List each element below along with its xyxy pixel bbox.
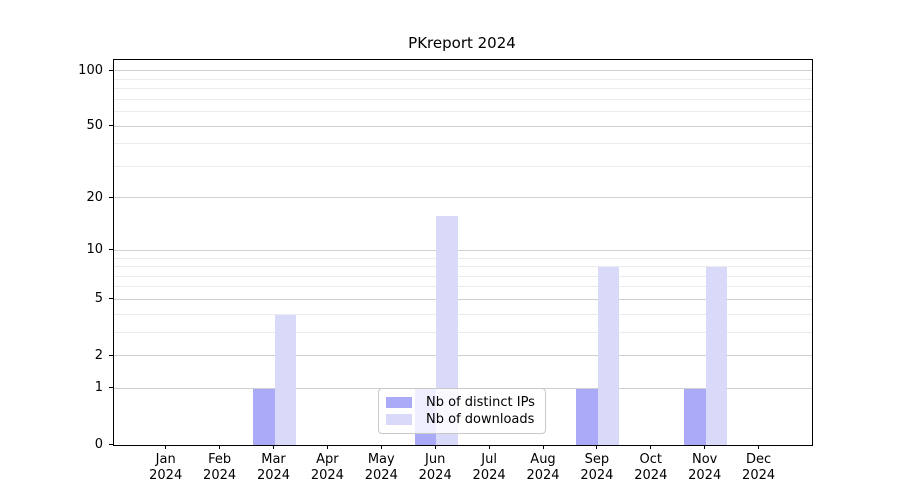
- year-label: 2024: [418, 468, 452, 483]
- bar-distinct-ips-nov: [684, 388, 706, 445]
- y-tick-mark: [109, 69, 113, 71]
- x-tick-label-jan: Jan 2024: [126, 452, 206, 484]
- minor-gridline: [114, 98, 812, 100]
- y-tick-label: 100: [78, 62, 103, 78]
- legend-item-downloads: Nb of downloads: [386, 412, 537, 428]
- year-label: 2024: [634, 468, 668, 483]
- y-tick-label: 5: [94, 291, 103, 307]
- month-label: May: [367, 452, 395, 467]
- major-gridline: [114, 197, 812, 199]
- year-label: 2024: [256, 468, 291, 483]
- year-label: 2024: [472, 468, 506, 483]
- year-label: 2024: [364, 468, 398, 483]
- y-tick-label: 2: [94, 347, 103, 363]
- x-tick-label-aug: Aug 2024: [503, 452, 583, 484]
- minor-gridline: [114, 165, 812, 167]
- x-tick-mark: [380, 445, 382, 449]
- x-tick-label-oct: Oct 2024: [611, 452, 691, 484]
- minor-gridline: [114, 331, 812, 333]
- y-tick-mark: [109, 125, 113, 127]
- y-tick-label: 50: [86, 118, 103, 134]
- bar-distinct-ips-mar: [253, 388, 275, 445]
- x-tick-mark: [596, 445, 598, 449]
- major-gridline: [114, 355, 812, 357]
- minor-gridline: [114, 143, 812, 145]
- month-label: Aug: [530, 452, 556, 467]
- legend: Nb of distinct IPs Nb of downloads: [378, 388, 546, 434]
- x-tick-label-nov: Nov 2024: [665, 452, 745, 484]
- month-label: Sep: [584, 452, 610, 467]
- minor-gridline: [114, 286, 812, 288]
- year-label: 2024: [310, 468, 344, 483]
- x-tick-label-apr: Apr 2024: [287, 452, 367, 484]
- bar-downloads-nov: [705, 267, 728, 445]
- x-tick-mark: [704, 445, 706, 449]
- x-tick-mark: [165, 445, 167, 449]
- minor-gridline: [114, 257, 812, 259]
- year-label: 2024: [149, 468, 183, 483]
- year-label: 2024: [203, 468, 237, 483]
- x-tick-label-dec: Dec 2024: [719, 452, 799, 484]
- month-label: Apr: [316, 452, 339, 467]
- bar-distinct-ips-sep: [576, 388, 598, 445]
- minor-gridline: [114, 313, 812, 315]
- month-label: Nov: [692, 452, 718, 467]
- x-tick-mark: [434, 445, 436, 449]
- legend-label: Nb of distinct IPs: [426, 395, 535, 410]
- month-label: Jan: [155, 452, 176, 467]
- month-label: Jun: [425, 452, 446, 467]
- month-label: Mar: [261, 452, 286, 467]
- bar-downloads-sep: [597, 267, 620, 445]
- x-tick-label-jul: Jul 2024: [449, 452, 529, 484]
- x-tick-label-may: May 2024: [341, 452, 421, 484]
- x-tick-mark: [219, 445, 221, 449]
- distinct-ips-swatch-icon: [386, 397, 412, 408]
- y-tick-mark: [109, 443, 113, 445]
- x-tick-mark: [326, 445, 328, 449]
- minor-gridline: [114, 78, 812, 80]
- legend-item-distinct-ips: Nb of distinct IPs: [386, 395, 537, 411]
- x-tick-mark: [273, 445, 274, 449]
- major-gridline: [114, 249, 812, 251]
- y-tick-mark: [109, 354, 113, 356]
- legend-label: Nb of downloads: [426, 412, 535, 427]
- bar-downloads-jun: [436, 215, 458, 445]
- major-gridline: [114, 125, 812, 127]
- y-tick-label: 0: [94, 436, 103, 452]
- major-gridline: [114, 298, 812, 300]
- x-tick-mark: [650, 445, 652, 449]
- x-tick-mark: [488, 445, 490, 449]
- y-tick-label: 1: [94, 380, 103, 396]
- minor-gridline: [114, 275, 812, 277]
- major-gridline: [114, 70, 812, 72]
- minor-gridline: [114, 266, 812, 268]
- year-label: 2024: [526, 468, 560, 483]
- x-tick-mark: [758, 445, 760, 449]
- minor-gridline: [114, 111, 812, 113]
- month-label: Dec: [746, 452, 772, 467]
- year-label: 2024: [580, 468, 614, 483]
- x-tick-label-feb: Feb 2024: [180, 452, 260, 484]
- minor-gridline: [114, 88, 812, 90]
- chart-title: PKreport 2024: [408, 34, 516, 52]
- y-tick-mark: [109, 196, 113, 198]
- x-tick-label-jun: Jun 2024: [395, 452, 475, 484]
- x-tick-mark: [542, 445, 544, 449]
- y-tick-label: 10: [86, 242, 103, 258]
- bar-downloads-mar: [274, 314, 296, 445]
- month-label: Feb: [208, 452, 232, 467]
- y-tick-mark: [109, 249, 113, 251]
- year-label: 2024: [742, 468, 776, 483]
- y-tick-mark: [109, 387, 113, 389]
- x-tick-label-mar: Mar 2024: [234, 452, 314, 484]
- month-label: Oct: [639, 452, 663, 467]
- x-tick-label-sep: Sep 2024: [557, 452, 637, 484]
- year-label: 2024: [688, 468, 722, 483]
- y-tick-label: 20: [86, 189, 103, 205]
- month-label: Jul: [481, 452, 497, 467]
- downloads-swatch-icon: [386, 414, 412, 425]
- y-tick-mark: [109, 298, 113, 300]
